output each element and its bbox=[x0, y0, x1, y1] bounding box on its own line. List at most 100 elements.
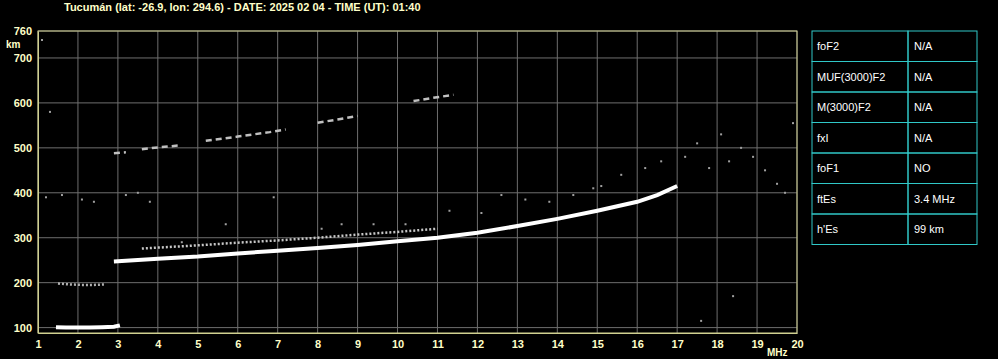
echo-point bbox=[732, 295, 734, 297]
echo-point bbox=[708, 167, 710, 169]
table-value: N/A bbox=[914, 132, 933, 144]
table-value: 3.4 MHz bbox=[914, 193, 955, 205]
y-tick: 700 bbox=[14, 52, 38, 64]
y-tick-label: 760 bbox=[14, 25, 32, 37]
x-tick: 2 bbox=[75, 333, 81, 350]
x-tick-label: 15 bbox=[592, 338, 604, 350]
x-tick: 7 bbox=[275, 333, 281, 350]
echo-point bbox=[548, 201, 550, 203]
grid-line-y bbox=[38, 282, 797, 283]
grid-line-y bbox=[38, 102, 797, 103]
echo-point bbox=[720, 133, 722, 135]
table-cell bbox=[812, 92, 908, 123]
x-tick: 6 bbox=[235, 333, 241, 350]
echo-point bbox=[49, 111, 51, 113]
echo-point bbox=[764, 169, 766, 171]
echo-point bbox=[137, 192, 139, 194]
y-tick: 100 bbox=[14, 322, 38, 334]
echo-point bbox=[341, 223, 343, 225]
x-tick-label: 8 bbox=[315, 338, 321, 350]
echo-point bbox=[480, 212, 482, 214]
x-tick: 5 bbox=[195, 333, 201, 350]
echo-point bbox=[696, 142, 698, 144]
x-tick: 16 bbox=[632, 333, 644, 350]
x-tick: 19 bbox=[751, 333, 763, 350]
grid-line-x bbox=[197, 31, 198, 333]
marks bbox=[41, 39, 794, 328]
echo-point bbox=[660, 160, 662, 162]
x-tick: 3 bbox=[115, 333, 121, 350]
trace-line bbox=[142, 229, 438, 249]
grid-line-x bbox=[517, 31, 518, 333]
echo-point bbox=[620, 174, 622, 176]
parameter-table: foF2N/AMUF(3000)F2N/AM(3000)F2N/AfxIN/Af… bbox=[812, 31, 977, 245]
x-tick: 1 bbox=[35, 333, 41, 350]
x-tick-label: 6 bbox=[235, 338, 241, 350]
table-label: MUF(3000)F2 bbox=[817, 71, 885, 83]
x-tick-label: 19 bbox=[751, 338, 763, 350]
y-tick-label: 600 bbox=[14, 97, 32, 109]
x-tick-label: 3 bbox=[115, 338, 121, 350]
table-value: N/A bbox=[914, 101, 933, 113]
table-label: foF1 bbox=[817, 162, 839, 174]
echo-point bbox=[93, 201, 95, 203]
x-tick-label: 4 bbox=[155, 338, 162, 350]
x-tick: 13 bbox=[512, 333, 524, 350]
grid-line-x bbox=[157, 31, 158, 333]
y-tick: 200 bbox=[14, 277, 38, 289]
table-cell bbox=[908, 153, 977, 184]
echo-point bbox=[500, 194, 502, 196]
echo-point bbox=[592, 187, 594, 189]
y-tick-label: 200 bbox=[14, 277, 32, 289]
x-tick-label: 9 bbox=[355, 338, 361, 350]
y-axis: 100200300400500600700760 bbox=[14, 25, 39, 334]
grid-line-x bbox=[77, 31, 78, 333]
table-cell bbox=[908, 31, 977, 62]
y-tick-label: 300 bbox=[14, 232, 32, 244]
echo-point bbox=[81, 199, 83, 201]
x-tick-label: 13 bbox=[512, 338, 524, 350]
x-tick: 17 bbox=[672, 333, 684, 350]
grid-line-x bbox=[557, 31, 558, 333]
x-tick: 11 bbox=[432, 333, 444, 350]
echo-point bbox=[149, 201, 151, 203]
x-tick: 8 bbox=[315, 333, 321, 350]
x-tick: 14 bbox=[552, 333, 565, 350]
grid-line-x bbox=[437, 31, 438, 333]
y-tick: 600 bbox=[14, 97, 38, 109]
x-tick-label: 18 bbox=[711, 338, 723, 350]
y-tick: 760 bbox=[14, 25, 38, 37]
echo-point bbox=[273, 196, 275, 198]
y-tick-label: 700 bbox=[14, 52, 32, 64]
echo-point bbox=[600, 185, 602, 187]
y-tick-label: 100 bbox=[14, 322, 32, 334]
table-cell bbox=[908, 92, 977, 123]
grid-line-x bbox=[477, 31, 478, 333]
echo-point bbox=[373, 223, 375, 225]
x-tick-label: 7 bbox=[275, 338, 281, 350]
table-cell bbox=[812, 184, 908, 215]
grid-line-x bbox=[717, 31, 718, 333]
table-label: h'Es bbox=[817, 223, 839, 235]
x-tick: 9 bbox=[355, 333, 361, 350]
echo-point bbox=[740, 147, 742, 149]
trace-line bbox=[114, 186, 677, 262]
grid-line-x bbox=[237, 31, 238, 333]
table-cell bbox=[908, 62, 977, 93]
grid-line-x bbox=[357, 31, 358, 333]
chart-root: Tucumán (lat: -26.9, lon: 294.6) - DATE:… bbox=[0, 0, 998, 359]
trace-line bbox=[114, 95, 454, 153]
echo-point bbox=[776, 183, 778, 185]
grid-line-x bbox=[117, 31, 118, 333]
echo-point bbox=[321, 228, 323, 230]
x-tick-label: 5 bbox=[195, 338, 201, 350]
table-value: NO bbox=[914, 162, 931, 174]
x-tick-label: 14 bbox=[552, 338, 565, 350]
x-tick-label: 2 bbox=[75, 338, 81, 350]
grid-line-x bbox=[317, 31, 318, 333]
echo-point bbox=[524, 199, 526, 201]
table-value: N/A bbox=[914, 71, 933, 83]
table-cell bbox=[812, 214, 908, 245]
x-tick-label: 10 bbox=[392, 338, 404, 350]
grid-line-x bbox=[597, 31, 598, 333]
